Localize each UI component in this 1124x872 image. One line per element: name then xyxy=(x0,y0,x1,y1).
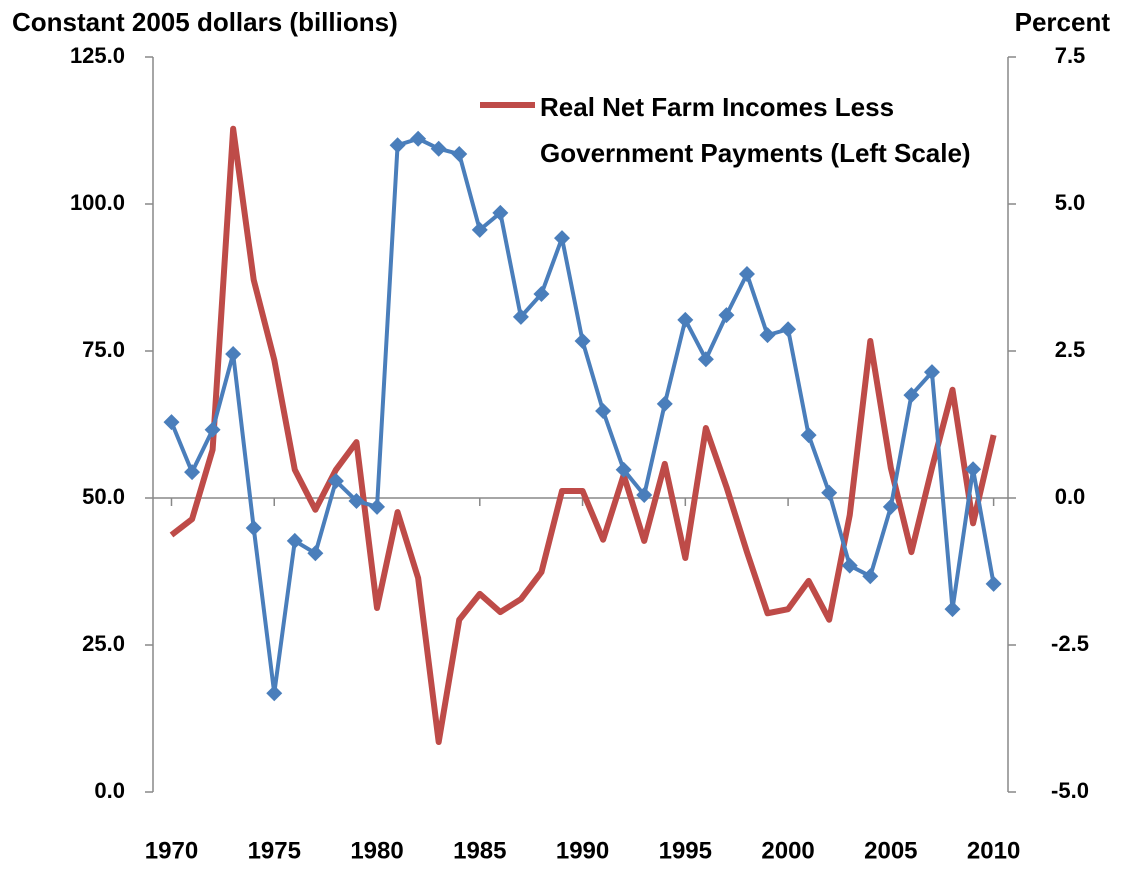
point-marker xyxy=(430,140,447,157)
point-marker xyxy=(718,307,735,324)
x-tick-label: 1995 xyxy=(659,837,712,864)
point-marker xyxy=(821,484,838,501)
point-marker xyxy=(738,265,755,282)
point-marker xyxy=(451,146,468,163)
point-marker xyxy=(697,351,714,368)
y2-tick-label: -5.0 xyxy=(1051,778,1089,803)
x-tick-label: 2000 xyxy=(761,837,814,864)
point-marker xyxy=(923,364,940,381)
point-marker xyxy=(307,545,324,562)
y-tick-label: 100.0 xyxy=(70,190,125,215)
y-tick-label: 25.0 xyxy=(82,631,125,656)
point-marker xyxy=(204,421,221,438)
y2-tick-label: 0.0 xyxy=(1055,484,1086,509)
point-marker xyxy=(266,685,283,702)
point-marker xyxy=(985,575,1002,592)
point-marker xyxy=(286,532,303,549)
series-line xyxy=(169,136,996,696)
point-marker xyxy=(574,333,591,350)
x-tick-label: 1985 xyxy=(453,837,506,864)
y-axis-title: Constant 2005 dollars (billions) xyxy=(12,7,398,37)
point-marker xyxy=(554,230,571,247)
y2-tick-label: 5.0 xyxy=(1055,190,1086,215)
point-marker xyxy=(677,311,694,328)
point-marker xyxy=(410,130,427,147)
point-marker xyxy=(882,498,899,515)
y-tick-label: 50.0 xyxy=(82,484,125,509)
point-marker xyxy=(903,387,920,404)
x-tick-label: 1980 xyxy=(350,837,403,864)
point-marker xyxy=(389,137,406,154)
point-marker xyxy=(615,461,632,478)
point-marker xyxy=(184,464,201,481)
y2-tick-label: 7.5 xyxy=(1055,43,1086,68)
point-marker xyxy=(862,568,879,585)
point-marker xyxy=(780,321,797,338)
point-marker xyxy=(492,204,509,221)
y-tick-label: 75.0 xyxy=(82,337,125,362)
x-tick-label: 1990 xyxy=(556,837,609,864)
point-marker xyxy=(800,427,817,444)
legend-label: Real Net Farm Incomes Less Government Pa… xyxy=(540,92,971,168)
point-marker xyxy=(759,327,776,344)
point-marker xyxy=(841,557,858,574)
point-marker xyxy=(944,601,961,618)
point-marker xyxy=(656,395,673,412)
point-marker xyxy=(225,345,242,362)
y-tick-label: 125.0 xyxy=(70,43,125,68)
x-tick-label: 1975 xyxy=(248,837,301,864)
x-tick-label: 2010 xyxy=(967,837,1020,864)
point-marker xyxy=(595,402,612,419)
point-marker xyxy=(348,492,365,509)
x-tick-label: 1970 xyxy=(145,837,198,864)
point-marker xyxy=(471,221,488,238)
point-marker xyxy=(369,498,386,515)
series-line xyxy=(169,125,997,746)
point-marker xyxy=(245,519,262,536)
point-marker xyxy=(327,472,344,489)
y2-tick-label: 2.5 xyxy=(1055,337,1086,362)
point-marker xyxy=(163,414,180,431)
x-tick-label: 2005 xyxy=(864,837,917,864)
point-marker xyxy=(965,461,982,478)
point-marker xyxy=(533,285,550,302)
point-marker xyxy=(512,308,529,325)
point-marker xyxy=(636,487,653,504)
y2-axis-title: Percent xyxy=(1015,7,1111,37)
y2-tick-label: -2.5 xyxy=(1051,631,1089,656)
y-tick-label: 0.0 xyxy=(94,778,125,803)
